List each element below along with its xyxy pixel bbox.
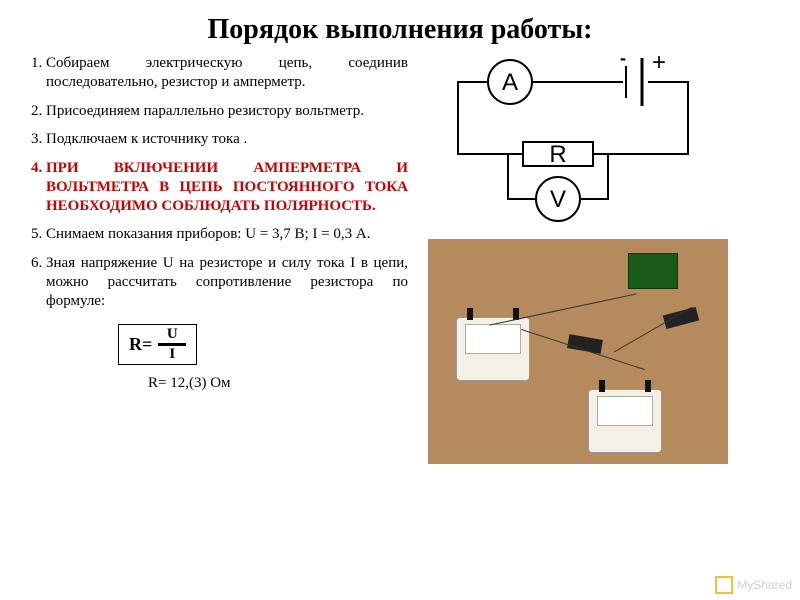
resistor-label: R [549, 141, 566, 168]
clip-1 [663, 307, 699, 329]
setup-photo [428, 239, 728, 464]
watermark: MyShared [715, 576, 792, 594]
minus-label: - [620, 54, 626, 68]
meter-right [588, 389, 662, 453]
step-5: Снимаем показания приборов: U = 3,7 В; I… [46, 225, 408, 244]
voltmeter-label: V [550, 186, 566, 213]
wire-1 [490, 293, 637, 325]
step-3: Подключаем к источнику тока . [46, 130, 408, 149]
formula-box: R= U I [118, 324, 197, 365]
result-text: R= 12,(3) Ом [148, 375, 408, 392]
wire-2 [521, 329, 645, 370]
page-title: Порядок выполнения работы: [0, 0, 800, 54]
wire-3 [614, 307, 692, 353]
formula-lhs: R= [129, 334, 152, 355]
circuit-board [628, 253, 678, 289]
figures-column: А R V - + [408, 54, 772, 464]
watermark-text: MyShared [737, 578, 792, 592]
step-1: Собираем электрическую цепь, соединив по… [46, 54, 408, 92]
circuit-diagram: А R V - + [428, 54, 718, 224]
formula-fraction: U I [158, 327, 186, 362]
step-6: Зная напряжение U на резисторе и силу то… [46, 254, 408, 310]
meter-left [456, 317, 530, 381]
watermark-icon [715, 576, 733, 594]
formula-denominator: I [165, 347, 179, 362]
formula-numerator: U [163, 327, 182, 342]
step-4-warning: ПРИ ВКЛЮЧЕНИИ АМПЕРМЕТРА И ВОЛЬТМЕТРА В … [46, 159, 408, 215]
content-row: Собираем электрическую цепь, соединив по… [0, 54, 800, 464]
ammeter-label: А [502, 69, 518, 96]
steps-list: Собираем электрическую цепь, соединив по… [28, 54, 408, 310]
plus-label: + [652, 54, 666, 76]
steps-column: Собираем электрическую цепь, соединив по… [28, 54, 408, 464]
step-2: Присоединяем параллельно резистору вольт… [46, 102, 408, 121]
